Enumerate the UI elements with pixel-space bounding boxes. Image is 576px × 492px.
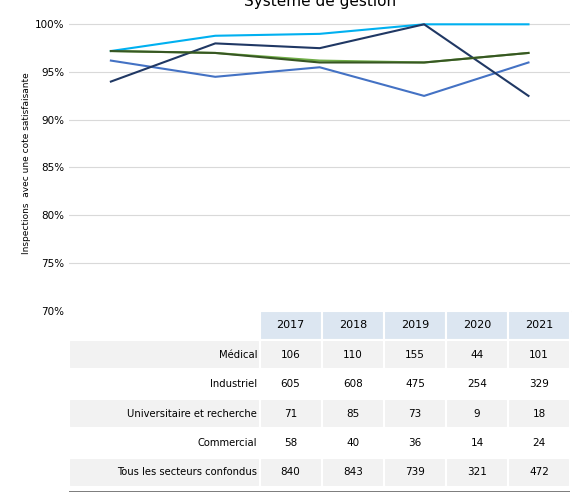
- Text: 36: 36: [408, 438, 422, 448]
- Text: 40: 40: [346, 438, 359, 448]
- FancyBboxPatch shape: [321, 369, 384, 399]
- FancyBboxPatch shape: [384, 399, 446, 428]
- FancyBboxPatch shape: [446, 310, 508, 340]
- Text: 9: 9: [473, 408, 480, 419]
- FancyBboxPatch shape: [384, 310, 446, 340]
- Text: 608: 608: [343, 379, 363, 389]
- Text: 254: 254: [467, 379, 487, 389]
- Text: 2021: 2021: [525, 320, 554, 330]
- FancyBboxPatch shape: [321, 428, 384, 458]
- FancyBboxPatch shape: [69, 340, 260, 369]
- FancyBboxPatch shape: [260, 369, 321, 399]
- Text: 58: 58: [284, 438, 297, 448]
- Text: 739: 739: [405, 467, 425, 477]
- FancyBboxPatch shape: [321, 458, 384, 487]
- FancyBboxPatch shape: [508, 310, 570, 340]
- Text: 44: 44: [471, 350, 484, 360]
- Text: 18: 18: [533, 408, 546, 419]
- FancyBboxPatch shape: [260, 399, 321, 428]
- FancyBboxPatch shape: [508, 428, 570, 458]
- FancyBboxPatch shape: [446, 340, 508, 369]
- FancyBboxPatch shape: [69, 369, 260, 399]
- FancyBboxPatch shape: [446, 428, 508, 458]
- Text: 840: 840: [281, 467, 301, 477]
- Text: 110: 110: [343, 350, 363, 360]
- FancyBboxPatch shape: [446, 369, 508, 399]
- Text: Universitaire et recherche: Universitaire et recherche: [127, 408, 257, 419]
- Text: 85: 85: [346, 408, 359, 419]
- Text: Commercial: Commercial: [198, 438, 257, 448]
- Text: 475: 475: [405, 379, 425, 389]
- FancyBboxPatch shape: [321, 399, 384, 428]
- Text: Industriel: Industriel: [210, 379, 257, 389]
- Text: 155: 155: [405, 350, 425, 360]
- Text: 329: 329: [529, 379, 549, 389]
- Text: 73: 73: [408, 408, 422, 419]
- Text: 843: 843: [343, 467, 363, 477]
- FancyBboxPatch shape: [384, 369, 446, 399]
- Text: 321: 321: [467, 467, 487, 477]
- FancyBboxPatch shape: [508, 369, 570, 399]
- FancyBboxPatch shape: [260, 428, 321, 458]
- Text: 472: 472: [529, 467, 549, 477]
- Text: 14: 14: [471, 438, 484, 448]
- FancyBboxPatch shape: [69, 458, 260, 487]
- FancyBboxPatch shape: [260, 458, 321, 487]
- FancyBboxPatch shape: [384, 340, 446, 369]
- FancyBboxPatch shape: [321, 310, 384, 340]
- Text: 106: 106: [281, 350, 301, 360]
- Text: Tous les secteurs confondus: Tous les secteurs confondus: [117, 467, 257, 477]
- FancyBboxPatch shape: [384, 428, 446, 458]
- FancyBboxPatch shape: [508, 458, 570, 487]
- Text: 2019: 2019: [401, 320, 429, 330]
- Text: 2020: 2020: [463, 320, 491, 330]
- FancyBboxPatch shape: [384, 458, 446, 487]
- FancyBboxPatch shape: [69, 399, 260, 428]
- Title: Système de gestion: Système de gestion: [244, 0, 396, 9]
- FancyBboxPatch shape: [446, 458, 508, 487]
- FancyBboxPatch shape: [260, 310, 321, 340]
- Text: 101: 101: [529, 350, 549, 360]
- Text: 2017: 2017: [276, 320, 305, 330]
- FancyBboxPatch shape: [508, 399, 570, 428]
- Y-axis label: Inspections  avec une cote satisfaisante: Inspections avec une cote satisfaisante: [21, 72, 31, 253]
- FancyBboxPatch shape: [260, 340, 321, 369]
- Text: 605: 605: [281, 379, 301, 389]
- FancyBboxPatch shape: [69, 428, 260, 458]
- Text: Médical: Médical: [218, 350, 257, 360]
- FancyBboxPatch shape: [508, 340, 570, 369]
- FancyBboxPatch shape: [321, 340, 384, 369]
- Text: 71: 71: [284, 408, 297, 419]
- Text: 24: 24: [533, 438, 546, 448]
- Text: 2018: 2018: [339, 320, 367, 330]
- FancyBboxPatch shape: [69, 310, 260, 340]
- FancyBboxPatch shape: [446, 399, 508, 428]
